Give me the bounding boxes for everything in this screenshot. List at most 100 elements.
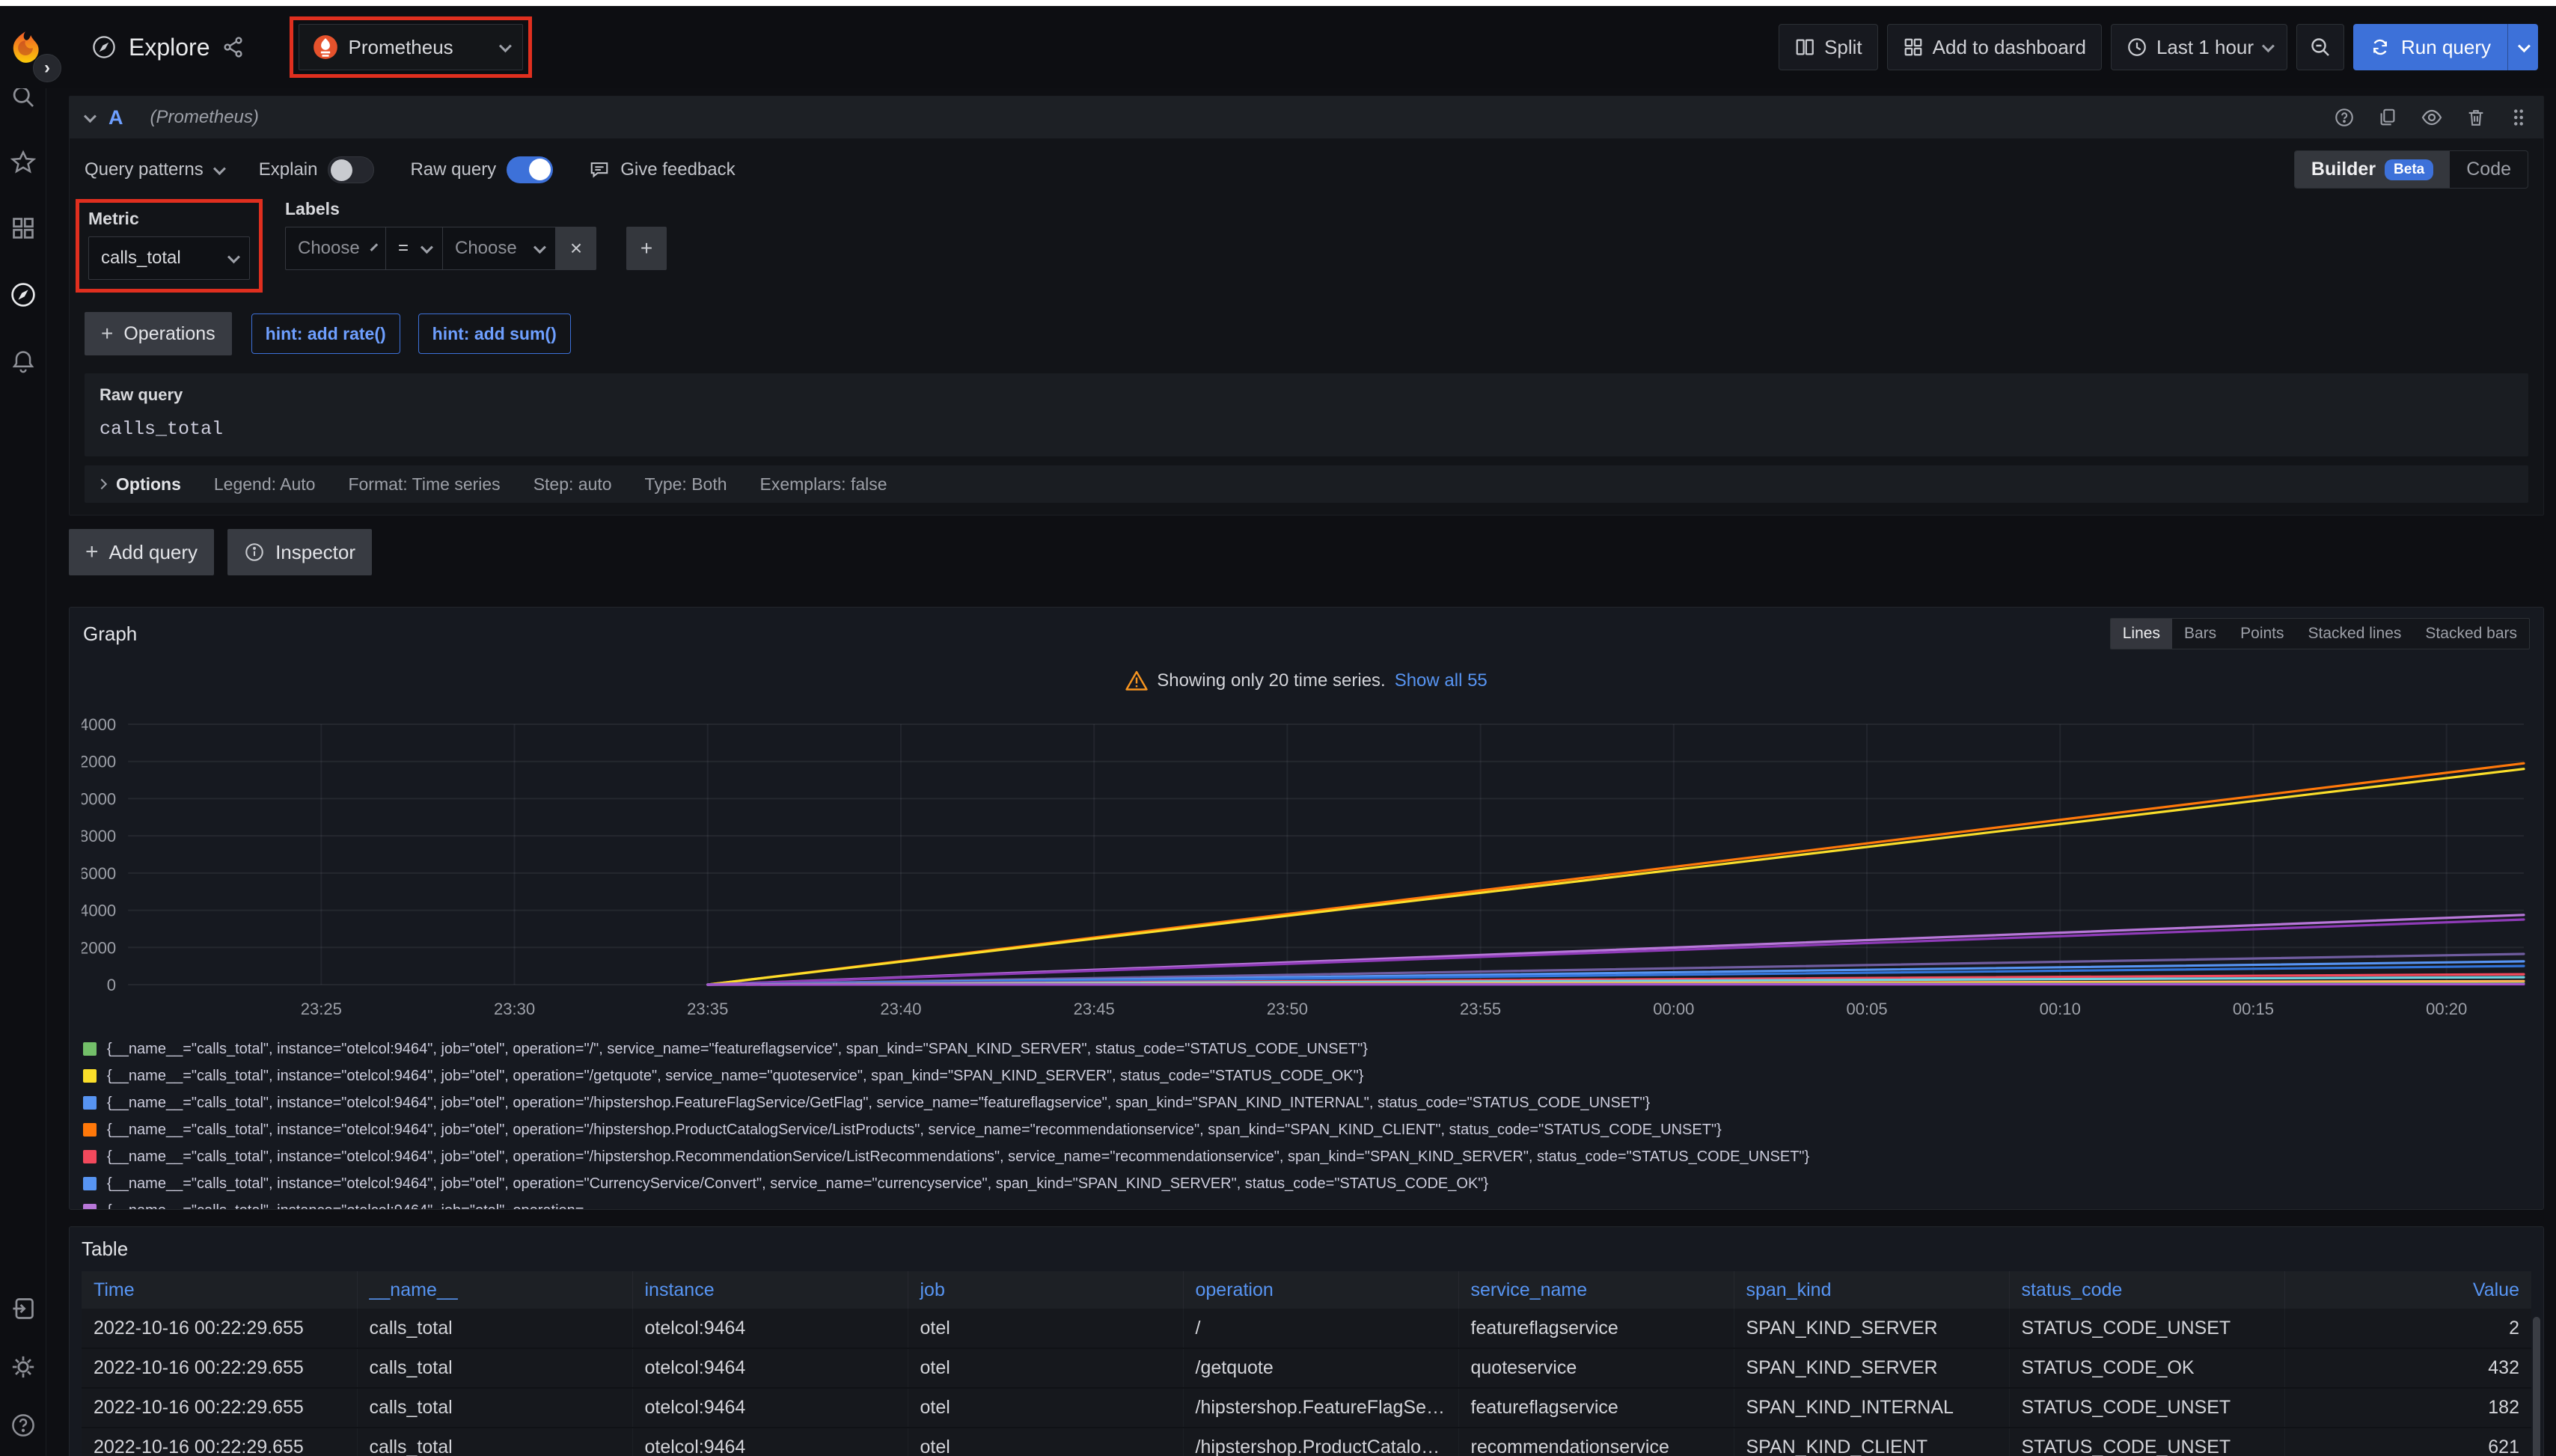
query-hint-button[interactable]: hint: add rate() [251,313,400,354]
label-operator-select[interactable]: = [385,227,442,270]
legend-item[interactable]: {__name__="calls_total", instance="otelc… [83,1197,2530,1209]
series-color-swatch [83,1042,97,1056]
column-header-job[interactable]: job [908,1271,1183,1309]
column-header-name[interactable]: __name__ [357,1271,632,1309]
table-cell: SPAN_KIND_INTERNAL [1734,1388,2009,1428]
series-color-swatch [83,1096,97,1110]
help-icon[interactable] [10,1413,36,1438]
share-icon[interactable] [222,36,245,58]
add-to-dashboard-button[interactable]: Add to dashboard [1887,24,2102,70]
table-panel: Table Time__name__instancejoboperationse… [69,1226,2544,1456]
time-series-chart[interactable]: 0200040006000800010000120001400023:2523:… [82,715,2533,1033]
graph-mode-points[interactable]: Points [2228,619,2296,649]
options-row: Options Legend: AutoFormat: Time seriesS… [85,465,2528,503]
labels-field: Labels Choose = Choose [285,199,667,270]
label-key-select[interactable]: Choose [285,227,385,270]
run-query-button[interactable]: Run query [2353,24,2538,70]
graph-mode-bars[interactable]: Bars [2172,619,2228,649]
legend-item[interactable]: {__name__="calls_total", instance="otelc… [83,1062,2530,1089]
graph-mode-group: LinesBarsPointsStacked linesStacked bars [2110,618,2530,649]
label-value-select[interactable]: Choose [442,227,556,270]
add-query-label: Add query [109,541,198,564]
graph-legend: {__name__="calls_total", instance="otelc… [83,1036,2530,1209]
label-key-placeholder: Choose [298,238,360,259]
legend-item[interactable]: {__name__="calls_total", instance="otelc… [83,1036,2530,1062]
explore-compass-icon [91,34,117,60]
labels-field-label: Labels [285,199,667,219]
table-cell: otel [908,1428,1183,1456]
sign-in-icon[interactable] [10,1296,36,1321]
legend-item[interactable]: {__name__="calls_total", instance="otelc… [83,1116,2530,1143]
datasource-picker[interactable]: Prometheus [299,24,523,70]
option-summary-item: Type: Both [645,474,727,495]
table-scrollbar[interactable] [2533,1317,2540,1456]
run-query-dropdown[interactable] [2507,24,2538,70]
remove-query-trash-icon[interactable] [2465,107,2486,128]
query-row-header[interactable]: A (Prometheus) [70,97,2543,138]
table-row: 2022-10-16 00:22:29.655calls_totalotelco… [82,1348,2531,1388]
code-mode-tab[interactable]: Code [2450,151,2528,188]
svg-text:23:25: 23:25 [301,1000,342,1018]
zoom-out-time-button[interactable] [2296,24,2344,70]
add-query-button[interactable]: + Add query [69,529,214,575]
svg-text:8000: 8000 [82,827,116,845]
time-range-picker[interactable]: Last 1 hour [2111,24,2287,70]
graph-mode-stacked-bars[interactable]: Stacked bars [2413,619,2529,649]
explore-icon[interactable] [10,281,37,308]
svg-text:23:35: 23:35 [687,1000,728,1018]
legend-label: {__name__="calls_total", instance="otelc… [107,1068,1363,1085]
duplicate-query-icon[interactable] [2377,107,2398,128]
query-hint-button[interactable]: hint: add sum() [418,313,571,354]
raw-query-toggle[interactable] [507,156,553,183]
table-cell: 2022-10-16 00:22:29.655 [82,1428,357,1456]
starred-icon[interactable] [10,150,36,175]
operations-label: Operations [123,323,215,345]
metric-select[interactable]: calls_total [88,236,250,280]
query-patterns-dropdown[interactable]: Query patterns [85,159,223,180]
explain-toggle[interactable] [328,156,374,183]
column-header-operation[interactable]: operation [1183,1271,1458,1309]
query-patterns-label: Query patterns [85,159,204,180]
browser-top-strip [0,0,2556,6]
legend-item[interactable]: {__name__="calls_total", instance="otelc… [83,1143,2530,1170]
table-row: 2022-10-16 00:22:29.655calls_totalotelco… [82,1428,2531,1456]
alerting-bell-icon[interactable] [10,349,36,374]
table-cell: STATUS_CODE_UNSET [2009,1388,2284,1428]
column-header-spankind[interactable]: span_kind [1734,1271,2009,1309]
explore-actions: + Add query Inspector [69,529,2544,575]
query-help-icon[interactable] [2334,107,2355,128]
add-operation-button[interactable]: + Operations [85,312,232,355]
show-all-series-link[interactable]: Show all 55 [1395,670,1488,691]
column-header-value[interactable]: Value [2284,1271,2531,1309]
column-header-instance[interactable]: instance [632,1271,908,1309]
hide-response-eye-icon[interactable] [2421,106,2443,129]
svg-text:00:20: 00:20 [2426,1000,2467,1018]
split-icon [1794,37,1815,58]
legend-item[interactable]: {__name__="calls_total", instance="otelc… [83,1089,2530,1116]
raw-query-section-label: Raw query [100,385,2513,405]
builder-mode-tab[interactable]: Builder Beta [2295,151,2450,188]
column-header-servicename[interactable]: service_name [1458,1271,1734,1309]
settings-gear-icon[interactable] [10,1354,36,1380]
split-button[interactable]: Split [1779,24,1878,70]
series-color-swatch [83,1069,97,1083]
apps-icon[interactable] [10,215,36,241]
legend-item[interactable]: {__name__="calls_total", instance="otelc… [83,1170,2530,1197]
graph-mode-stacked-lines[interactable]: Stacked lines [2296,619,2414,649]
table-cell: /getquote [1183,1348,1458,1388]
drag-handle-icon[interactable] [2509,107,2528,128]
add-label-filter-button[interactable]: + [626,227,667,270]
graph-mode-lines[interactable]: Lines [2111,619,2172,649]
inspector-button[interactable]: Inspector [227,529,372,575]
expand-sidebar-button[interactable]: › [33,54,61,82]
top-bar: Explore Prometheus [0,6,2556,88]
give-feedback-button[interactable]: Give feedback [589,159,735,180]
column-header-statuscode[interactable]: status_code [2009,1271,2284,1309]
column-header-time[interactable]: Time [82,1271,357,1309]
table-cell: SPAN_KIND_SERVER [1734,1348,2009,1388]
remove-label-filter-button[interactable]: × [556,227,596,270]
svg-text:00:15: 00:15 [2233,1000,2274,1018]
options-expander[interactable]: Options [98,474,181,495]
graph-panel-title: Graph [83,623,137,646]
collapse-query-chevron-icon[interactable] [84,110,97,123]
